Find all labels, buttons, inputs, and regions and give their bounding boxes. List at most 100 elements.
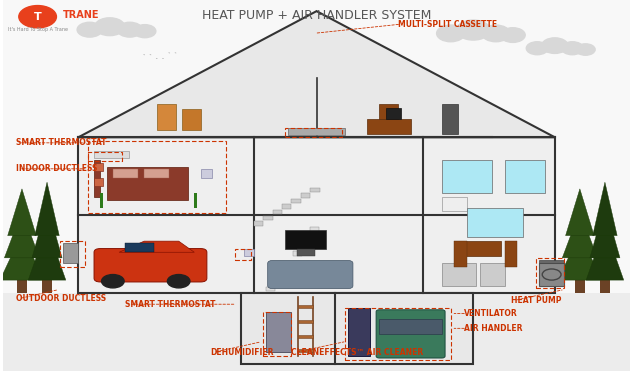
Bar: [285, 230, 326, 249]
Circle shape: [134, 24, 156, 38]
Text: DEHUMIDIFIER: DEHUMIDIFIER: [210, 348, 273, 357]
Bar: [505, 241, 517, 267]
Circle shape: [526, 42, 548, 55]
Bar: [479, 263, 505, 286]
Text: MULTI-SPLIT CASSETTE: MULTI-SPLIT CASSETTE: [398, 20, 497, 29]
Bar: [311, 227, 319, 232]
Bar: [144, 169, 169, 178]
Bar: [442, 104, 457, 134]
Bar: [298, 320, 314, 323]
Circle shape: [576, 44, 595, 55]
Text: AIR HANDLER: AIR HANDLER: [464, 324, 522, 333]
Bar: [113, 169, 138, 178]
Bar: [348, 308, 370, 356]
Bar: [367, 119, 411, 134]
Bar: [266, 287, 275, 291]
Bar: [94, 160, 100, 197]
Bar: [292, 199, 301, 203]
Bar: [100, 193, 103, 208]
Bar: [235, 249, 251, 260]
Text: It's Hard To Stop A Trane: It's Hard To Stop A Trane: [8, 27, 67, 32]
Bar: [17, 280, 27, 293]
Bar: [539, 260, 564, 263]
Circle shape: [117, 22, 142, 37]
Bar: [157, 104, 176, 130]
Bar: [289, 128, 345, 135]
Text: T: T: [34, 12, 42, 22]
Bar: [94, 178, 103, 186]
Bar: [3, 0, 630, 297]
Bar: [106, 167, 188, 200]
Polygon shape: [558, 233, 602, 280]
Bar: [442, 263, 476, 286]
Polygon shape: [566, 189, 594, 236]
Bar: [263, 216, 273, 220]
Polygon shape: [28, 227, 66, 280]
Polygon shape: [35, 182, 59, 236]
Bar: [301, 193, 311, 198]
Polygon shape: [4, 211, 40, 258]
FancyBboxPatch shape: [376, 310, 445, 358]
Polygon shape: [78, 11, 555, 137]
Text: SMART THERMOSTAT: SMART THERMOSTAT: [16, 138, 106, 147]
Bar: [461, 241, 501, 256]
Text: HEAT PUMP: HEAT PUMP: [511, 296, 561, 305]
Polygon shape: [0, 233, 44, 280]
Bar: [244, 249, 254, 256]
Circle shape: [168, 275, 190, 288]
FancyBboxPatch shape: [94, 249, 207, 282]
Bar: [311, 188, 319, 192]
Bar: [467, 208, 524, 237]
Bar: [200, 169, 212, 178]
Bar: [442, 197, 467, 211]
Bar: [293, 251, 302, 256]
Bar: [282, 204, 292, 209]
Bar: [88, 141, 226, 213]
Circle shape: [561, 42, 583, 55]
Bar: [284, 263, 293, 267]
Text: CLEANEFFECTS™ AIR CLEANER: CLEANEFFECTS™ AIR CLEANER: [292, 348, 424, 357]
Bar: [379, 104, 398, 119]
Bar: [302, 239, 311, 244]
Bar: [285, 128, 341, 137]
Bar: [3, 293, 630, 371]
Text: INDOOR DUCTLESS: INDOOR DUCTLESS: [16, 164, 97, 173]
Bar: [94, 151, 129, 158]
Bar: [379, 319, 442, 334]
Polygon shape: [32, 204, 62, 258]
Text: TRANE: TRANE: [63, 10, 99, 20]
Bar: [88, 152, 122, 161]
Bar: [298, 305, 314, 308]
Bar: [297, 249, 316, 256]
Bar: [94, 163, 103, 171]
Circle shape: [94, 18, 125, 36]
Bar: [42, 280, 52, 293]
Bar: [536, 258, 564, 288]
Polygon shape: [590, 204, 620, 258]
Bar: [298, 335, 314, 338]
Bar: [275, 275, 284, 279]
FancyBboxPatch shape: [268, 260, 353, 289]
Polygon shape: [8, 189, 36, 236]
Bar: [575, 280, 585, 293]
Bar: [273, 210, 282, 214]
Circle shape: [19, 6, 57, 28]
Bar: [60, 241, 84, 267]
Bar: [182, 109, 200, 130]
Text: SMART THERMOSTAT: SMART THERMOSTAT: [125, 300, 216, 309]
Circle shape: [437, 25, 465, 42]
Bar: [386, 108, 401, 119]
Bar: [125, 243, 154, 252]
Polygon shape: [119, 241, 194, 252]
Bar: [442, 160, 492, 193]
Text: VENTILATOR: VENTILATOR: [464, 309, 518, 318]
Polygon shape: [593, 182, 617, 236]
Bar: [505, 160, 546, 193]
Bar: [254, 221, 263, 226]
Circle shape: [77, 22, 102, 37]
Bar: [345, 308, 451, 360]
Bar: [454, 241, 467, 267]
Bar: [539, 263, 564, 286]
Bar: [298, 349, 314, 352]
Text: HEAT PUMP + AIR HANDLER SYSTEM: HEAT PUMP + AIR HANDLER SYSTEM: [202, 9, 432, 22]
